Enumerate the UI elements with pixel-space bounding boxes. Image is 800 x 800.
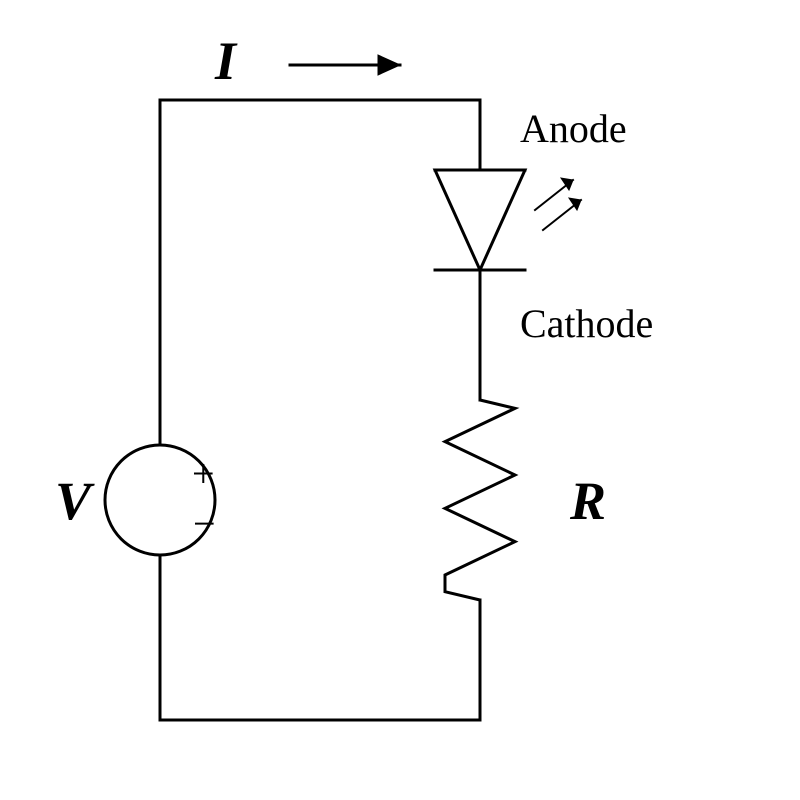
resistor-label: R bbox=[570, 470, 606, 532]
voltage-label: V bbox=[55, 470, 91, 532]
cathode-label: Cathode bbox=[520, 300, 653, 347]
minus-label: − bbox=[193, 500, 216, 547]
anode-label: Anode bbox=[520, 105, 627, 152]
plus-label: + bbox=[192, 450, 215, 497]
circuit-diagram: I V R Anode Cathode + − bbox=[0, 0, 800, 800]
current-label: I bbox=[215, 30, 236, 92]
circuit-svg bbox=[0, 0, 800, 800]
